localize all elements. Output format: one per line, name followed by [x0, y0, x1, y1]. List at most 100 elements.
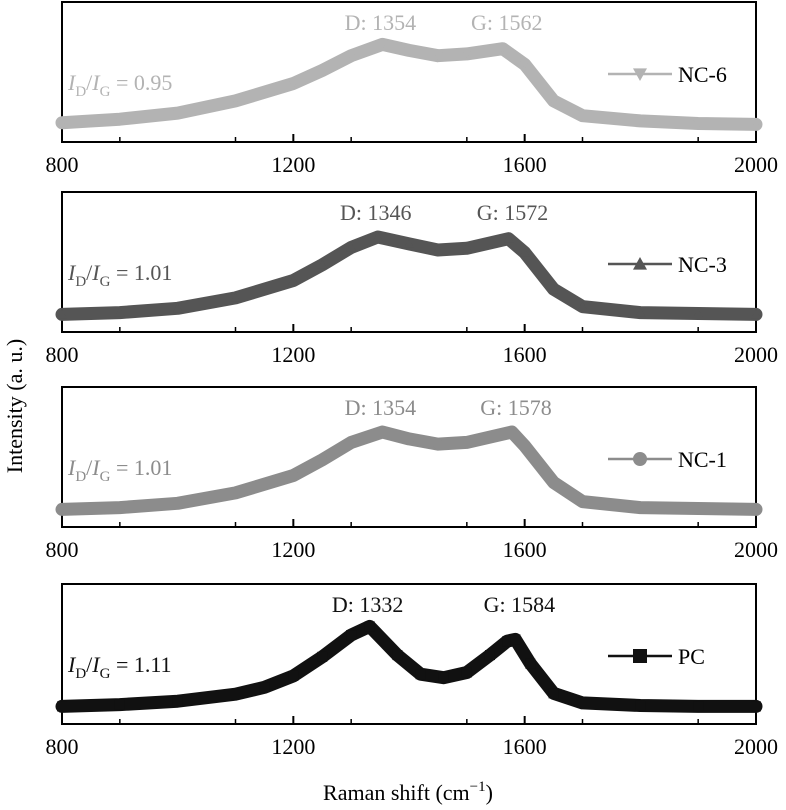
- x-axis-title: Raman shift (cm−1): [323, 779, 493, 805]
- g-peak-label: G: 1578: [480, 395, 552, 420]
- x-tick-label: 800: [46, 342, 79, 367]
- data-point: [230, 96, 241, 106]
- g-peak-label: G: 1572: [477, 200, 549, 225]
- data-point: [172, 109, 183, 119]
- d-peak-label: D: 1332: [332, 592, 404, 617]
- data-point: [577, 111, 588, 121]
- panel-pc: 800 1200 1600 2000 D: 1332 G: 1584 ID/IG = 1.1…: [46, 583, 778, 759]
- data-point: [484, 650, 495, 661]
- x-tick-label: 1600: [503, 152, 547, 177]
- data-point: [317, 66, 328, 76]
- panel-nc-6: 800 1200 1600 2000 D: 1354 G: 1562 ID/IG = 0.9…: [46, 1, 778, 177]
- x-tick-label: 1600: [503, 537, 547, 562]
- x-tick-label: 800: [46, 152, 79, 177]
- d-peak-label: D: 1346: [340, 200, 412, 225]
- x-tick-label: 1200: [271, 537, 315, 562]
- panel-nc-1: 800 1200 1600 2000 D: 1354 G: 1578 ID/IG = 1.0…: [46, 386, 778, 562]
- data-point: [503, 233, 514, 243]
- data-point: [172, 498, 183, 509]
- x-tick-label: 1200: [271, 152, 315, 177]
- data-point: [317, 651, 328, 662]
- legend-nc-1: NC-1: [608, 447, 727, 472]
- data-point: [693, 119, 704, 129]
- data-point: [548, 477, 559, 488]
- legend-label: NC-1: [678, 447, 727, 472]
- intensity-ratio-label: ID/IG = 0.95: [67, 70, 172, 100]
- data-point: [461, 243, 472, 253]
- data-point: [57, 309, 67, 319]
- x-axis-title-sup: −1: [470, 779, 486, 795]
- x-tick-label: 2000: [734, 342, 778, 367]
- data-point: [577, 697, 588, 708]
- data-point: [519, 247, 530, 257]
- x-tick-label: 1600: [503, 342, 547, 367]
- data-point: [635, 116, 646, 126]
- data-point: [230, 689, 241, 700]
- intensity-ratio-label: ID/IG = 1.01: [67, 260, 172, 290]
- x-tick-label: 800: [46, 537, 79, 562]
- data-point: [502, 636, 513, 647]
- data-point: [114, 307, 125, 317]
- legend-marker-triangle-up-icon: [633, 257, 647, 270]
- data-point: [230, 487, 241, 498]
- y-axis-title: Intensity (a. u.): [2, 339, 27, 473]
- data-point: [346, 242, 357, 252]
- data-point: [288, 470, 299, 481]
- g-peak-label: G: 1584: [484, 592, 556, 617]
- intensity-ratio-label: ID/IG = 1.01: [67, 455, 172, 485]
- data-point: [392, 650, 403, 661]
- data-point: [751, 701, 761, 712]
- data-point: [461, 667, 472, 678]
- x-axis-title-main: Raman shift (cm: [323, 780, 470, 805]
- data-point: [404, 46, 414, 56]
- data-point: [432, 51, 443, 61]
- data-point: [172, 696, 183, 707]
- legend-label: NC-3: [678, 252, 727, 277]
- x-tick-label: 2000: [734, 152, 778, 177]
- data-point: [635, 502, 646, 513]
- data-point: [57, 504, 67, 515]
- data-point: [461, 437, 472, 448]
- intensity-ratio-label: ID/IG = 1.11: [67, 652, 172, 682]
- data-point: [364, 621, 375, 632]
- data-point: [404, 238, 414, 248]
- data-point: [57, 118, 67, 128]
- data-point: [346, 437, 357, 448]
- data-point: [635, 307, 646, 317]
- panel-frame: [61, 386, 757, 528]
- data-point: [372, 231, 383, 241]
- data-point: [497, 44, 508, 54]
- legend-label: NC-6: [678, 62, 727, 87]
- data-point: [57, 701, 67, 712]
- data-point: [317, 259, 328, 269]
- data-point: [577, 496, 588, 507]
- data-point: [525, 658, 536, 669]
- data-point: [548, 284, 559, 294]
- data-point: [377, 426, 388, 437]
- series-line-nc-3: [55, 230, 763, 321]
- data-point: [693, 503, 704, 514]
- series-line-pc: [55, 619, 763, 713]
- legend-nc-6: NC-6: [608, 62, 727, 87]
- x-tick-label: 1200: [271, 734, 315, 759]
- data-point: [114, 115, 125, 125]
- data-point: [519, 440, 530, 451]
- x-tick-label: 800: [46, 734, 79, 759]
- d-peak-label: D: 1354: [345, 395, 417, 420]
- data-point: [288, 275, 299, 285]
- data-point: [172, 303, 183, 313]
- data-point: [519, 60, 530, 70]
- data-point: [693, 308, 704, 318]
- data-point: [114, 699, 125, 710]
- g-peak-label: G: 1562: [471, 10, 543, 35]
- data-point: [438, 672, 449, 683]
- data-point: [461, 49, 472, 59]
- x-tick-label: 1600: [503, 734, 547, 759]
- data-point: [548, 688, 559, 699]
- panel-frame: [61, 1, 757, 143]
- x-axis-title-close: ): [486, 780, 493, 805]
- x-tick-label: 2000: [734, 734, 778, 759]
- data-point: [751, 120, 761, 130]
- panel-nc-3: 800 1200 1600 2000 D: 1346 G: 1572 ID/IG = 1.0…: [46, 191, 778, 367]
